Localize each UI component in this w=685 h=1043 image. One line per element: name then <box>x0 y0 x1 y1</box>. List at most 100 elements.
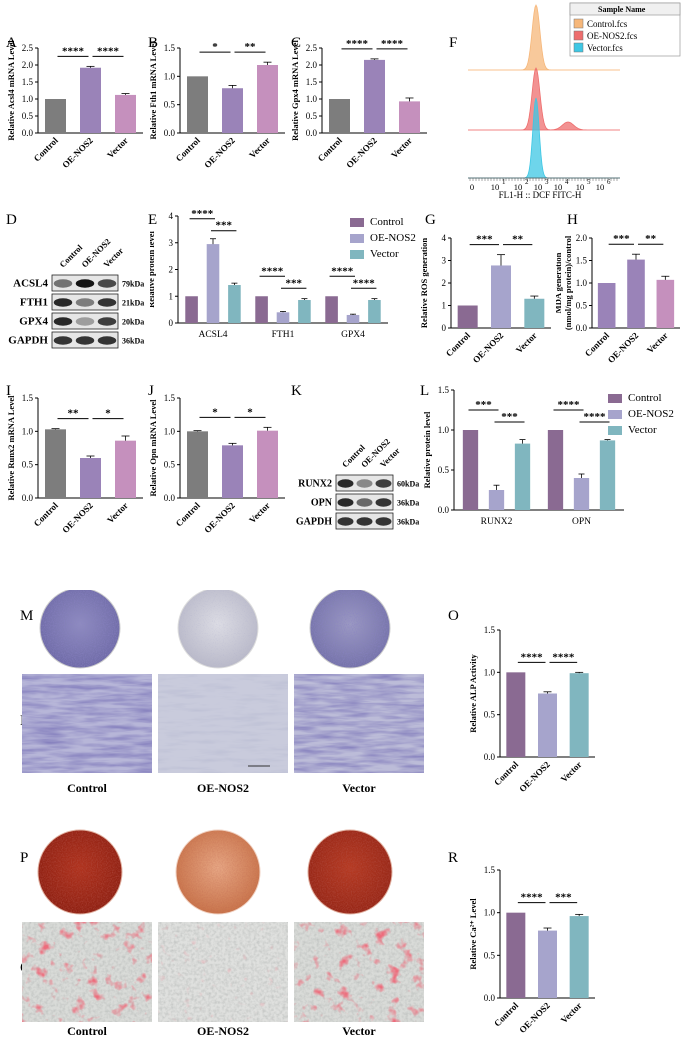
flow-x-tick: 10 <box>534 182 543 192</box>
y-tick-label: 4 <box>169 211 174 221</box>
chart-calcium-level: 0.0 0.5 1.0 1.5 Relative Ca²⁺ Level ControlOE… <box>468 865 595 1035</box>
blot-size-label: 79kDa <box>122 280 144 289</box>
panel-letter-c: C <box>291 35 302 51</box>
flow-curve-vector <box>468 97 620 179</box>
blot-band <box>75 317 95 326</box>
y-tick-label: 3 <box>442 256 447 266</box>
flow-x-tick: 10 <box>596 182 605 192</box>
panel-letter-r: R <box>448 850 459 866</box>
y-tick-label: 1.0 <box>164 71 176 81</box>
ars-micrograph-oe-nos2 <box>158 922 288 1022</box>
flow-x-tick: 10 <box>576 182 585 192</box>
alp-plate-oe-nos2 <box>177 590 259 669</box>
blot-size-label: 21kDa <box>122 299 144 308</box>
flow-x-tick-exponent: 6 <box>607 178 611 186</box>
bar-acsl4-vector <box>228 285 241 323</box>
x-tick-label: Control <box>174 135 203 164</box>
x-tick-label: OE-NOS2 <box>517 1000 552 1035</box>
ars-micrograph-control <box>22 922 152 1022</box>
y-axis-label: Relative Gpx4 mRNA Level <box>292 40 300 141</box>
x-tick-label: Vector <box>105 500 130 525</box>
x-tick-label: OE-NOS2 <box>606 330 641 365</box>
y-tick-label: 1.0 <box>22 94 34 104</box>
blot-band <box>97 298 117 307</box>
flow-x-tick-exponent: 3 <box>545 178 549 186</box>
legend-e: Control OE-NOS2 Vector <box>350 216 416 260</box>
blot-protein-label: RUNX2 <box>298 479 332 490</box>
y-tick-label: 2 <box>169 265 174 275</box>
x-tick-label: Vector <box>559 1000 584 1025</box>
x-tick-label: Vector <box>247 500 272 525</box>
y-tick-label: 2.0 <box>306 60 318 70</box>
x-tick-label: OE-NOS2 <box>202 500 237 535</box>
y-axis-label-line2: (nmol/mg protein)/control <box>563 235 573 330</box>
legend-swatch-oe-nos2 <box>608 409 622 419</box>
condition-label-n-control: Control <box>67 781 107 795</box>
significance-label: ** <box>512 234 524 246</box>
bar-control <box>506 912 526 998</box>
staining-images <box>22 590 424 1022</box>
y-tick-label: 1.5 <box>164 393 176 403</box>
blot-size-label: 36kDa <box>397 499 419 508</box>
flow-x-tick-exponent: 2 <box>525 178 529 186</box>
x-tick-label: FTH1 <box>272 330 295 340</box>
y-tick-label: 0.0 <box>484 752 496 762</box>
bar-vector <box>656 279 675 328</box>
blot-band <box>53 317 73 326</box>
significance-label: **** <box>521 651 544 663</box>
legend-label-control: Control <box>628 392 662 404</box>
condition-label-n-vector: Vector <box>342 781 376 795</box>
bar-runx2-vector <box>514 443 531 510</box>
panel-letter-o: O <box>448 608 459 624</box>
blot-band <box>337 479 354 488</box>
significance-label: **** <box>97 45 120 57</box>
blot-protein-label: FTH1 <box>20 297 48 309</box>
y-tick-label: 0.5 <box>576 301 588 311</box>
significance-label: *** <box>555 892 572 904</box>
flow-x-tick: 10 <box>514 182 523 192</box>
ars-micrograph-vector <box>294 922 424 1022</box>
y-tick-label: 0.5 <box>22 111 34 121</box>
panel-letter-i: I <box>6 383 11 399</box>
y-tick-label: 1.5 <box>306 77 318 87</box>
blot-size-label: 36kDa <box>122 337 144 346</box>
y-tick-label: 0.5 <box>484 710 496 720</box>
bar-vector <box>524 298 545 328</box>
significance-label: ** <box>68 408 80 420</box>
y-tick-label: 0.5 <box>484 950 496 960</box>
bar-acsl4-control <box>185 296 198 323</box>
flow-x-axis-label: FL1-H :: DCF FITC-H <box>499 190 582 200</box>
bar-fth1-vector <box>298 299 311 323</box>
x-tick-label: ACSL4 <box>198 330 227 340</box>
flow-x-tick-exponent: 5 <box>587 178 591 186</box>
bar-control <box>457 305 478 328</box>
panel-letter-f: F <box>449 35 458 51</box>
ars-plate-vector <box>307 829 393 915</box>
legend-l: Control OE-NOS2 Vector <box>608 392 674 436</box>
y-axis-label: Relative Ca²⁺ Level <box>468 898 478 970</box>
bar-runx2-oe-nos2 <box>488 490 505 510</box>
x-tick-label: Control <box>444 330 473 359</box>
legend-label-oe-nos2: OE-NOS2 <box>370 232 416 244</box>
y-tick-label: 1.5 <box>484 865 496 875</box>
blot-band <box>356 479 373 488</box>
chart-ros-generation: 0 1 2 3 4 Relative ROS generation ControlOE-NO… <box>419 233 551 365</box>
y-tick-label: 0.0 <box>22 128 34 138</box>
chart-opn-mrna: 0.0 0.5 1.0 1.5 Relative Opn mRNA Level Contr… <box>150 393 285 535</box>
bar-control <box>597 283 616 328</box>
y-axis-label: MDA generation <box>556 252 563 313</box>
blot-band <box>356 498 373 507</box>
y-tick-label: 1.0 <box>438 425 450 435</box>
y-tick-label: 1.5 <box>164 43 176 53</box>
blot-band <box>53 336 73 345</box>
legend-swatch-control <box>350 217 364 227</box>
y-tick-label: 0 <box>169 318 174 328</box>
y-tick-label: 0.0 <box>164 128 176 138</box>
blot-band <box>337 517 354 526</box>
x-tick-label: Control <box>492 1000 521 1029</box>
y-tick-label: 1 <box>169 291 174 301</box>
blot-band <box>375 479 392 488</box>
blot-band <box>53 298 73 307</box>
blot-band <box>356 517 373 526</box>
y-tick-label: 0.5 <box>22 460 34 470</box>
